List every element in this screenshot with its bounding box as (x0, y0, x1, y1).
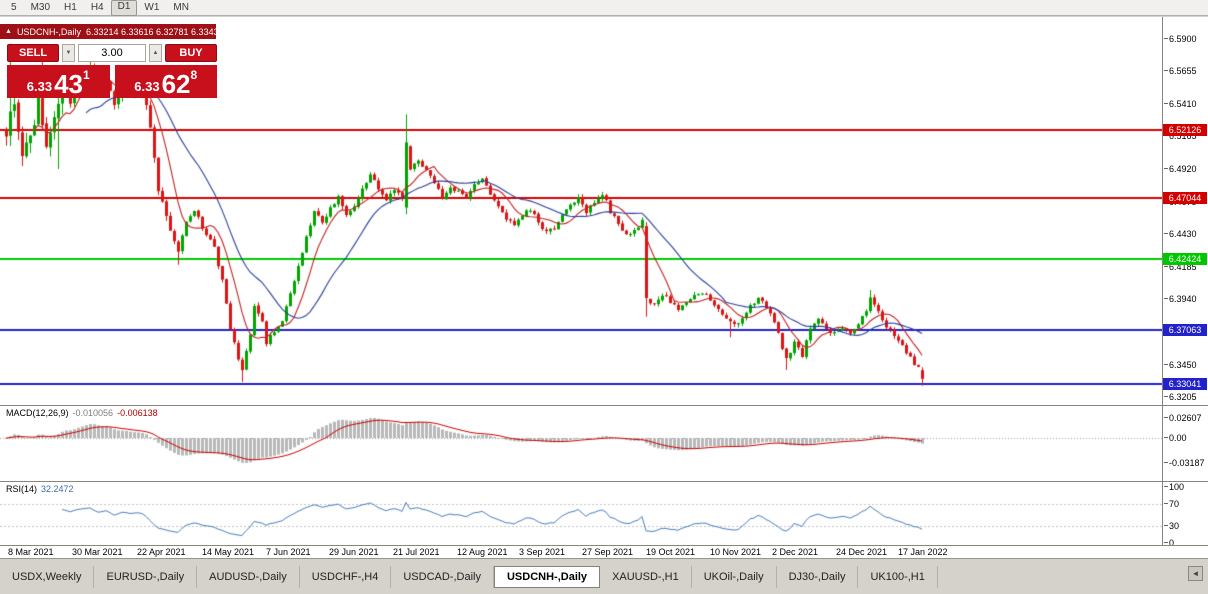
price-axis-label: 6.3205 (1164, 392, 1197, 403)
timeframe-button-w1[interactable]: W1 (144, 1, 160, 13)
date-axis-label: 29 Jun 2021 (329, 547, 379, 557)
date-scale[interactable]: 8 Mar 2021 30 Mar 2021 22 Apr 2021 14 May 2… (0, 546, 1162, 558)
sell-price-pips: 43 (54, 69, 84, 99)
date-axis-label: 30 Mar 2021 (72, 547, 123, 557)
one-click-trading-controls: SELL ▼ ▲ BUY (7, 44, 217, 62)
chart-tab-usdchf-h4[interactable]: USDCHF-,H4 (300, 566, 392, 588)
timeframe-button-d1[interactable]: D1 (110, 0, 138, 16)
date-axis-label: 21 Jul 2021 (393, 547, 440, 557)
chart-tab-eurusd-daily[interactable]: EURUSD-,Daily (94, 566, 198, 588)
price-axis-label: 6.5900 (1164, 33, 1197, 44)
date-axis-label: 2 Dec 2021 (772, 547, 819, 557)
rsi-name: RSI(14) (6, 484, 38, 494)
timeframe-toolbar: 5 M30 H1 H4 D1 W1 MN (0, 0, 1208, 16)
price-axis-label: 6.4920 (1164, 163, 1197, 174)
rsi-label: RSI(14) 32.2472 (6, 484, 74, 494)
date-axis-label: 24 Dec 2021 (836, 547, 888, 557)
rsi-value: 32.2472 (41, 484, 74, 494)
macd-indicator-canvas[interactable] (0, 406, 1162, 481)
rsi-dates-divider[interactable] (0, 545, 1208, 546)
buy-price-pips: 62 (161, 69, 191, 99)
level-price-badge[interactable]: 6.33041 (1163, 378, 1207, 390)
chart-area[interactable]: 6.59006.56556.54106.51656.49206.46756.44… (0, 17, 1208, 558)
date-axis-label: 14 May 2021 (202, 547, 255, 557)
price-axis-label: 6.4430 (1164, 229, 1197, 240)
macd-value: -0.010056 (72, 408, 114, 418)
buy-price-box[interactable]: 6.33 62 8 (114, 65, 217, 99)
rsi-axis-label: 0 (1163, 538, 1175, 548)
rsi-axis-label: 70 (1163, 498, 1180, 509)
buy-price-main: 6.33 (134, 79, 160, 94)
chart-tab-usdcnh-daily[interactable]: USDCNH-,Daily (493, 566, 601, 588)
macd-axis-label: 0.02607 (1164, 413, 1202, 423)
timeframe-button-h4[interactable]: H4 (90, 1, 104, 13)
sell-button[interactable]: SELL (7, 44, 59, 62)
chart-ohlc-values: 6.33214 6.33616 6.32781 6.33431 (85, 26, 224, 37)
volume-input[interactable] (78, 44, 146, 62)
chart-tab-bar: USDX,Weekly EURUSD-,Daily AUDUSD-,Daily USD… (0, 558, 1208, 594)
timeframe-button-mn[interactable]: MN (173, 1, 189, 13)
price-axis-label: 6.5655 (1164, 66, 1197, 77)
macd-name: MACD(12,26,9) (6, 408, 69, 418)
chart-tab-audusd-daily[interactable]: AUDUSD-,Daily (197, 566, 300, 588)
buy-price-point: 8 (190, 68, 198, 82)
collapse-panel-icon[interactable]: ▲ (5, 28, 12, 35)
level-price-badge[interactable]: 6.37063 (1163, 324, 1207, 337)
price-scale[interactable]: 6.59006.56556.54106.51656.49206.46756.44… (1162, 17, 1208, 548)
date-axis-label: 7 Jun 2021 (266, 547, 311, 557)
date-axis-label: 17 Jan 2022 (898, 547, 948, 557)
macd-signal-value: -0.006138 (117, 408, 158, 418)
macd-axis-label: -0.03187 (1164, 458, 1205, 468)
volume-decrease-button[interactable]: ▼ (62, 44, 75, 62)
sell-price-point: 1 (83, 68, 90, 82)
level-price-badge[interactable]: 6.47044 (1163, 191, 1207, 204)
one-click-trading-prices: 6.33 43 1 6.33 62 8 (7, 65, 217, 98)
sell-price-box[interactable]: 6.33 43 1 (7, 65, 110, 98)
rsi-axis-label: 30 (1163, 521, 1180, 532)
rsi-axis-label: 100 (1163, 482, 1185, 492)
chart-symbol-banner[interactable]: ▲ USDCNH-,Daily 6.33214 6.33616 6.32781 … (0, 24, 224, 39)
tab-scroll-left-button[interactable]: ◄ (1188, 566, 1203, 581)
rsi-indicator-canvas[interactable] (0, 482, 1162, 545)
timeframe-button-5[interactable]: 5 (11, 1, 17, 13)
price-axis-label: 6.3940 (1164, 294, 1197, 305)
level-price-badge[interactable]: 6.42424 (1163, 253, 1207, 266)
macd-rsi-divider[interactable] (0, 481, 1208, 482)
sell-price-main: 6.33 (26, 79, 53, 94)
date-axis-label: 3 Sep 2021 (519, 547, 566, 557)
macd-label: MACD(12,26,9) -0.010056 -0.006138 (6, 408, 158, 418)
chart-tab-usdx-weekly[interactable]: USDX,Weekly (0, 566, 95, 588)
level-price-badge[interactable]: 6.52126 (1163, 124, 1207, 136)
chart-tab-ukoil-daily[interactable]: UKOil-,Daily (692, 566, 777, 588)
chart-tab-dj30-daily[interactable]: DJ30-,Daily (777, 566, 859, 588)
timeframe-button-m30[interactable]: M30 (30, 1, 51, 13)
price-macd-divider[interactable] (0, 405, 1208, 406)
timeframe-button-h1[interactable]: H1 (64, 1, 77, 13)
date-axis-label: 27 Sep 2021 (582, 547, 634, 557)
price-axis-label: 6.4185 (1164, 261, 1197, 272)
macd-axis-label: 0.00 (1164, 433, 1187, 443)
date-axis-label: 12 Aug 2021 (457, 547, 508, 557)
price-axis-label: 6.5410 (1164, 98, 1197, 109)
price-axis-label: 6.3450 (1164, 359, 1197, 370)
date-axis-label: 10 Nov 2021 (710, 547, 762, 557)
volume-increase-button[interactable]: ▲ (149, 44, 162, 62)
chart-tab-uk100-h1[interactable]: UK100-,H1 (858, 566, 938, 588)
chart-tab-usdcad-daily[interactable]: USDCAD-,Daily (391, 566, 494, 588)
date-axis-label: 22 Apr 2021 (137, 547, 186, 557)
date-axis-label: 8 Mar 2021 (8, 547, 54, 557)
date-axis-label: 19 Oct 2021 (646, 547, 696, 557)
chart-tab-xauusd-h1[interactable]: XAUUSD-,H1 (600, 566, 692, 588)
buy-button[interactable]: BUY (165, 44, 217, 62)
chart-symbol-title: USDCNH-,Daily (16, 26, 81, 37)
